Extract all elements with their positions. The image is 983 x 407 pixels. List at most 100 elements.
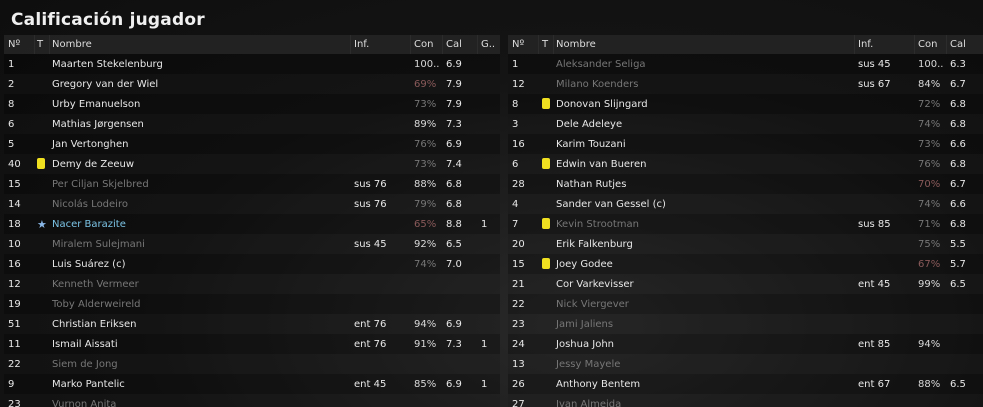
type-icon: ★ [37,218,49,231]
player-row[interactable]: 10 Miralem Sulejmani sus 45 92% 6.5 [4,234,500,254]
player-name[interactable]: Nacer Barazite [52,218,126,230]
player-name[interactable]: Ivan Almeida [556,398,622,407]
player-name[interactable]: Ismail Aissati [52,338,118,350]
player-name[interactable]: Anthony Bentem [556,378,641,390]
rating: 6.5 [950,278,966,290]
player-name[interactable]: Nick Viergever [556,298,629,310]
substitution-info: ent 67 [858,378,891,390]
col-header-inf[interactable]: Inf. [858,39,874,50]
player-name[interactable]: Gregory van der Wiel [52,78,159,90]
col-header-name[interactable]: Nombre [52,39,92,50]
player-row[interactable]: 8 Donovan Slijngard 72% 6.8 [508,94,983,114]
player-row[interactable]: 16 Karim Touzani 73% 6.6 [508,134,983,154]
player-row[interactable]: 9 Marko Pantelic ent 45 85% 6.9 1 [4,374,500,394]
player-name[interactable]: Kenneth Vermeer [52,278,139,290]
player-name[interactable]: Siem de Jong [52,358,118,370]
player-row[interactable]: 12 Milano Koenders sus 67 84% 6.7 [508,74,983,94]
player-row[interactable]: 15 Joey Godee 67% 5.7 [508,254,983,274]
rating: 6.6 [950,198,966,210]
player-name[interactable]: Toby Alderweireld [52,298,141,310]
player-row[interactable]: 23 Jami Jaliens [508,314,983,334]
substitution-info: sus 67 [858,78,891,90]
player-row[interactable]: 7 Kevin Strootman sus 85 71% 6.8 [508,214,983,234]
player-name[interactable]: Maarten Stekelenburg [52,58,163,70]
col-header-name[interactable]: Nombre [556,39,596,50]
player-name[interactable]: Erik Falkenburg [556,238,633,250]
player-row[interactable]: 22 Nick Viergever [508,294,983,314]
substitution-info: sus 76 [354,198,387,210]
col-header-cal[interactable]: Cal [446,39,462,50]
player-name[interactable]: Milano Koenders [556,78,639,90]
player-row[interactable]: 8 Urby Emanuelson 73% 7.9 [4,94,500,114]
rating: 6.8 [950,98,966,110]
player-row[interactable]: 21 Cor Varkevisser ent 45 99% 6.5 [508,274,983,294]
player-row[interactable]: 14 Nicolás Lodeiro sus 76 79% 6.8 [4,194,500,214]
player-row[interactable]: 24 Joshua John ent 85 94% [508,334,983,354]
player-number: 6 [512,158,519,170]
player-name[interactable]: Jessy Mayele [556,358,621,370]
player-row[interactable]: 11 Ismail Aissati ent 76 91% 7.3 1 [4,334,500,354]
player-name[interactable]: Kevin Strootman [556,218,639,230]
player-name[interactable]: Per Ciljan Skjelbred [52,178,149,190]
player-name[interactable]: Demy de Zeeuw [52,158,135,170]
player-row[interactable]: 26 Anthony Bentem ent 67 88% 6.5 [508,374,983,394]
substitution-info: ent 45 [354,378,387,390]
player-row[interactable]: 12 Kenneth Vermeer [4,274,500,294]
player-row[interactable]: 18 ★ Nacer Barazite 65% 8.8 1 [4,214,500,234]
player-row[interactable]: 2 Gregory van der Wiel 69% 7.9 [4,74,500,94]
player-row[interactable]: 28 Nathan Rutjes 70% 6.7 [508,174,983,194]
player-row[interactable]: 6 Mathias Jørgensen 89% 7.3 [4,114,500,134]
col-header-inf[interactable]: Inf. [354,39,370,50]
condition: 65% [414,218,437,230]
col-header-number[interactable]: Nº [8,39,21,50]
player-name[interactable]: Christian Eriksen [52,318,137,330]
player-name[interactable]: Nicolás Lodeiro [52,198,128,210]
player-name[interactable]: Luis Suárez (c) [52,258,126,270]
col-header-number[interactable]: Nº [512,39,525,50]
player-row[interactable]: 6 Edwin van Bueren 76% 6.8 [508,154,983,174]
player-row[interactable]: 40 Demy de Zeeuw 73% 7.4 [4,154,500,174]
player-row[interactable]: 23 Vurnon Anita [4,394,500,407]
player-row[interactable]: 51 Christian Eriksen ent 76 94% 6.9 [4,314,500,334]
player-row[interactable]: 13 Jessy Mayele [508,354,983,374]
col-header-type[interactable]: T [542,39,549,50]
player-name[interactable]: Jan Vertonghen [52,138,129,150]
col-header-con[interactable]: Con [414,39,434,50]
player-name[interactable]: Joey Godee [556,258,613,270]
player-row[interactable]: 20 Erik Falkenburg 75% 5.5 [508,234,983,254]
player-name[interactable]: Marko Pantelic [52,378,125,390]
player-name[interactable]: Karim Touzani [556,138,626,150]
player-number: 15 [512,258,525,270]
player-name[interactable]: Edwin van Bueren [556,158,647,170]
player-name[interactable]: Aleksander Seliga [556,58,646,70]
player-name[interactable]: Donovan Slijngard [556,98,648,110]
player-row[interactable]: 22 Siem de Jong [4,354,500,374]
player-row[interactable]: 16 Luis Suárez (c) 74% 7.0 [4,254,500,274]
player-row[interactable]: 15 Per Ciljan Skjelbred sus 76 88% 6.8 [4,174,500,194]
col-header-goals[interactable]: G.. [481,39,496,50]
player-row[interactable]: 5 Jan Vertonghen 76% 6.9 [4,134,500,154]
player-name[interactable]: Cor Varkevisser [556,278,634,290]
col-header-con[interactable]: Con [918,39,938,50]
player-row[interactable]: 19 Toby Alderweireld [4,294,500,314]
substitution-info: sus 85 [858,218,891,230]
player-row[interactable]: 1 Maarten Stekelenburg 100.. 6.9 [4,54,500,74]
player-number: 1 [8,58,15,70]
player-name[interactable]: Dele Adeleye [556,118,623,130]
player-name[interactable]: Vurnon Anita [52,398,117,407]
condition: 73% [918,138,941,150]
player-row[interactable]: 1 Aleksander Seliga sus 45 100.. 6.3 [508,54,983,74]
col-header-type[interactable]: T [37,39,44,50]
rating: 8.8 [446,218,462,230]
player-name[interactable]: Mathias Jørgensen [52,118,144,130]
player-name[interactable]: Sander van Gessel (c) [556,198,666,210]
player-name[interactable]: Nathan Rutjes [556,178,627,190]
player-name[interactable]: Miralem Sulejmani [52,238,145,250]
player-name[interactable]: Joshua John [556,338,615,350]
player-row[interactable]: 4 Sander van Gessel (c) 74% 6.6 [508,194,983,214]
player-row[interactable]: 3 Dele Adeleye 74% 6.8 [508,114,983,134]
player-name[interactable]: Jami Jaliens [556,318,614,330]
player-name[interactable]: Urby Emanuelson [52,98,141,110]
col-header-cal[interactable]: Cal [950,39,966,50]
player-row[interactable]: 27 Ivan Almeida [508,394,983,407]
